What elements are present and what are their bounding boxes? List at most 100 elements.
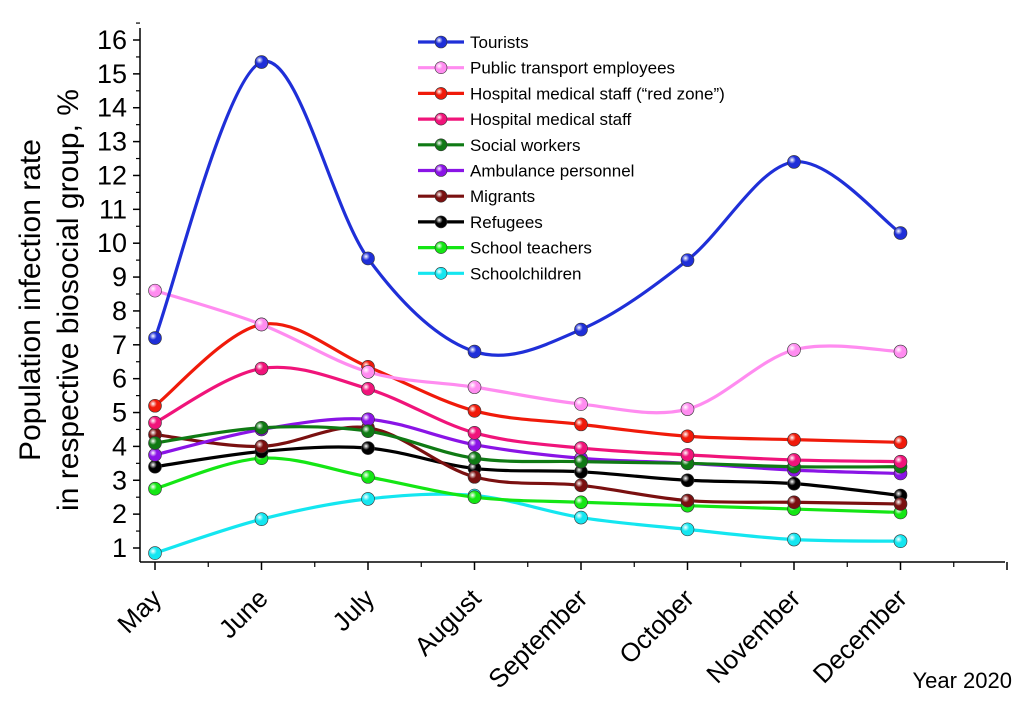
data-point	[787, 476, 801, 491]
y-tick-label: 15	[97, 59, 127, 89]
data-point	[893, 344, 908, 359]
data-point	[574, 322, 588, 337]
y-tick-label: 12	[97, 160, 127, 190]
legend-marker	[434, 241, 448, 254]
legend-marker	[434, 164, 448, 177]
data-point	[574, 510, 588, 525]
x-tick-label: September	[482, 583, 593, 694]
data-point	[361, 382, 375, 396]
y-tick-label: 8	[112, 296, 127, 326]
y-axis-title: Population infection rate in respective …	[14, 89, 85, 511]
series-line	[153, 59, 902, 357]
data-point	[148, 283, 162, 298]
legend-label: Migrants	[470, 187, 535, 206]
data-point	[893, 497, 908, 511]
data-point	[361, 251, 375, 266]
y-tick-label: 3	[112, 465, 127, 495]
x-tick-label: October	[613, 583, 700, 670]
legend-marker	[434, 87, 448, 100]
x-tick-label: August	[408, 582, 487, 661]
x-tick-label: June	[213, 583, 274, 644]
data-point	[893, 226, 908, 240]
legend-marker	[434, 61, 448, 74]
series-line	[154, 425, 901, 469]
y-tick-label: 9	[112, 262, 127, 292]
legend-item: Ambulance personnel	[418, 162, 634, 181]
legend-item: Refugees	[418, 213, 543, 232]
y-tick-label: 7	[112, 330, 127, 360]
data-point	[787, 432, 801, 447]
data-point	[467, 426, 482, 440]
data-point	[467, 404, 482, 418]
legend-marker	[434, 112, 448, 126]
data-point	[361, 412, 375, 427]
data-point	[254, 420, 269, 435]
data-point	[361, 441, 375, 455]
legend-label: Social workers	[470, 136, 581, 155]
y-tick-label: 11	[99, 194, 127, 224]
series-9	[148, 451, 908, 520]
data-point	[254, 317, 269, 332]
legend-label: Tourists	[470, 33, 529, 52]
data-point	[680, 253, 695, 267]
legend-item: Tourists	[418, 33, 529, 52]
data-point	[254, 512, 269, 527]
legend-label: School teachers	[470, 239, 592, 258]
data-point	[148, 436, 162, 450]
y-axis-title-line-2: in respective biosocial group, %	[52, 89, 85, 511]
series-2	[148, 283, 908, 416]
data-point	[467, 451, 482, 466]
data-point	[361, 424, 375, 438]
legend-item: Schoolchildren	[418, 264, 582, 283]
legend-item: School teachers	[418, 239, 592, 258]
data-point	[148, 331, 162, 345]
data-point	[574, 454, 588, 469]
legend-item: Social workers	[418, 136, 581, 155]
legend-label: Refugees	[470, 213, 543, 232]
data-point	[467, 470, 482, 484]
data-point	[361, 492, 375, 506]
data-point	[787, 155, 801, 169]
y-tick-label: 6	[112, 364, 127, 394]
data-point	[148, 546, 162, 560]
x-tick-label: December	[807, 583, 913, 689]
data-point	[361, 365, 375, 379]
legend-item: Hospital medical staff	[418, 110, 632, 129]
data-point	[893, 454, 908, 469]
data-point	[680, 429, 695, 444]
y-tick-label: 4	[112, 431, 127, 461]
data-point	[893, 435, 908, 450]
data-point	[467, 344, 482, 359]
x-tick-label: July	[326, 583, 380, 637]
data-point	[574, 417, 588, 432]
data-point	[148, 459, 162, 474]
data-point	[148, 398, 162, 413]
data-point	[680, 473, 695, 488]
series-line	[154, 425, 901, 506]
y-tick-label: 10	[97, 228, 127, 258]
legend-label: Hospital medical staff	[470, 110, 632, 129]
series-line	[154, 445, 901, 498]
y-tick-label: 2	[112, 499, 127, 529]
legend-label: Hospital medical staff (“red zone”)	[470, 84, 725, 103]
y-axis-title-line-1: Population infection rate	[14, 139, 47, 461]
data-point	[148, 448, 162, 462]
data-point	[787, 532, 801, 547]
data-point	[787, 343, 801, 357]
data-point	[574, 441, 588, 455]
series-8	[148, 441, 908, 503]
legend-item: Migrants	[418, 187, 535, 206]
legend: Tourists Public transport employees Hospit…	[418, 33, 725, 283]
data-point	[574, 478, 588, 493]
series-line	[154, 456, 901, 515]
data-point	[574, 495, 588, 510]
series-4	[148, 361, 908, 469]
data-point	[148, 415, 162, 430]
data-point	[680, 402, 695, 416]
data-point	[787, 453, 801, 467]
data-point	[254, 361, 269, 376]
x-tick-label: November	[700, 583, 806, 689]
legend-marker	[434, 189, 448, 203]
